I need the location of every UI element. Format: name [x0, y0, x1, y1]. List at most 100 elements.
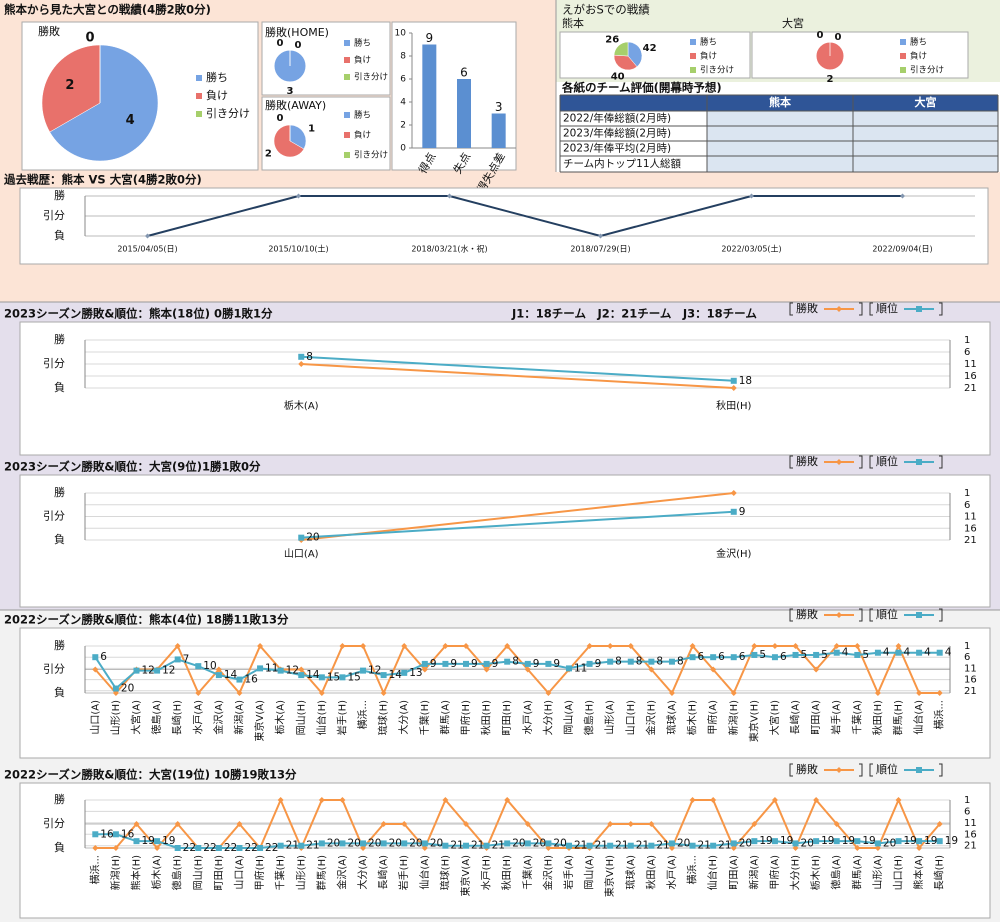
legend-bracket	[869, 302, 873, 316]
rank-marker	[360, 840, 367, 847]
chart-box	[19, 187, 989, 265]
rank-label: 22	[224, 842, 237, 854]
x-tick-label: 長崎(H)	[171, 700, 184, 735]
y-tick-label: 4	[400, 98, 406, 108]
rank-marker	[298, 842, 305, 849]
x-tick-label: 山口(A)	[284, 548, 319, 560]
bar	[457, 79, 471, 148]
result-marker	[710, 666, 717, 673]
x-tick-label: 大分(A)	[356, 855, 369, 890]
rank-marker	[236, 845, 243, 851]
rank-label: 20	[389, 837, 402, 849]
result-marker	[607, 643, 614, 649]
result-marker	[133, 821, 140, 827]
x-tick-label: 琉球(A)	[665, 700, 678, 735]
rank-label: 19	[862, 835, 875, 847]
result-marker	[792, 845, 799, 851]
result-marker	[648, 666, 655, 673]
result-marker	[421, 845, 428, 851]
table-title: 各紙のチーム評価(開幕時予想)	[561, 81, 722, 95]
rank-marker	[318, 840, 325, 847]
rank-label: 20	[883, 837, 896, 849]
legend-label: 引き分け	[354, 73, 388, 83]
rank-marker	[813, 838, 820, 845]
result-marker	[627, 821, 634, 827]
y-tick-label: 引分	[43, 356, 65, 370]
rank-marker	[627, 842, 634, 849]
result-marker	[598, 233, 603, 239]
rank-marker	[442, 842, 449, 849]
x-tick-label: 秋田(A)	[644, 855, 657, 890]
pie-slice	[289, 124, 307, 150]
y2-tick-label: 1	[964, 641, 970, 652]
x-tick-label: 東京V(A)	[459, 855, 472, 897]
rank-label: 4	[883, 647, 890, 659]
rank-label: 22	[244, 842, 257, 854]
table-row-label: 2023/年俸平均(2月時)	[563, 142, 671, 155]
result-marker	[298, 666, 305, 673]
y2-tick-label: 16	[964, 829, 977, 840]
rank-marker	[792, 840, 799, 847]
rank-label: 8	[615, 656, 622, 668]
rank-label: 4	[842, 647, 849, 659]
pie-label: 26	[605, 34, 619, 45]
rank-marker	[565, 842, 572, 849]
rank-label: 9	[450, 658, 457, 670]
result-marker	[174, 821, 181, 827]
rank-label: 20	[739, 837, 752, 849]
x-tick-label: 山口(H)	[893, 855, 905, 890]
y-tick-label: 負	[54, 841, 65, 854]
rank-label: 6	[739, 651, 746, 663]
y2-tick-label: 21	[964, 686, 977, 697]
pie-title: 勝敗(HOME)	[265, 25, 329, 39]
rank-label: 4	[904, 647, 911, 659]
legend-label: 勝敗	[796, 301, 818, 315]
rank-label: 15	[347, 671, 360, 683]
result-marker	[112, 845, 119, 851]
chart-title: 2023シーズン勝敗&順位：熊本(18位) 0勝1敗1分	[4, 307, 273, 321]
legend-bracket	[789, 763, 793, 777]
rank-marker	[710, 654, 717, 661]
rank-marker	[380, 840, 387, 847]
rank-label: 9	[471, 658, 478, 670]
legend-swatch	[196, 93, 202, 99]
x-tick-label: 東京V(H)	[747, 700, 760, 742]
x-tick-label: 甲府(H)	[253, 855, 266, 890]
result-marker	[874, 845, 881, 851]
x-tick-label: 大宮(H)	[768, 700, 781, 735]
result-marker	[936, 690, 943, 696]
rank-marker	[668, 658, 675, 665]
x-tick-label: 2018/07/29(日)	[570, 245, 630, 254]
rank-marker	[751, 838, 758, 845]
rank-marker	[112, 831, 119, 838]
rank-label: 12	[368, 665, 381, 677]
rank-marker	[833, 649, 840, 656]
x-tick-label: 2022/09/04(日)	[872, 245, 932, 254]
rank-marker	[277, 842, 284, 849]
legend-marker	[916, 767, 922, 773]
rank-label: 11	[574, 662, 587, 674]
legend-swatch	[344, 112, 350, 118]
x-tick-label: 水戸(H)	[481, 855, 493, 890]
rank-marker	[483, 660, 490, 667]
legend-marker	[916, 306, 922, 312]
y-tick-label: 負	[54, 533, 65, 546]
x-tick-label: 山口(H)	[625, 700, 637, 735]
y2-tick-label: 11	[964, 512, 977, 523]
x-tick-label: 東京V(A)	[253, 700, 266, 742]
result-marker	[833, 821, 840, 827]
result-marker	[751, 643, 758, 649]
legend-bracket	[859, 302, 863, 316]
rank-marker	[298, 353, 305, 360]
x-tick-label: 2015/10/10(土)	[268, 244, 328, 254]
legend-label: 順位	[876, 762, 898, 776]
rank-label: 20	[430, 837, 443, 849]
bar	[422, 44, 437, 148]
rank-marker	[195, 663, 202, 670]
series-line	[301, 510, 734, 539]
rank-marker	[133, 667, 140, 674]
x-tick-label: 徳島(H)	[171, 855, 184, 890]
rank-label: 20	[347, 837, 360, 849]
pie-title: 勝敗(AWAY)	[265, 98, 326, 112]
rank-label: 20	[512, 837, 525, 849]
